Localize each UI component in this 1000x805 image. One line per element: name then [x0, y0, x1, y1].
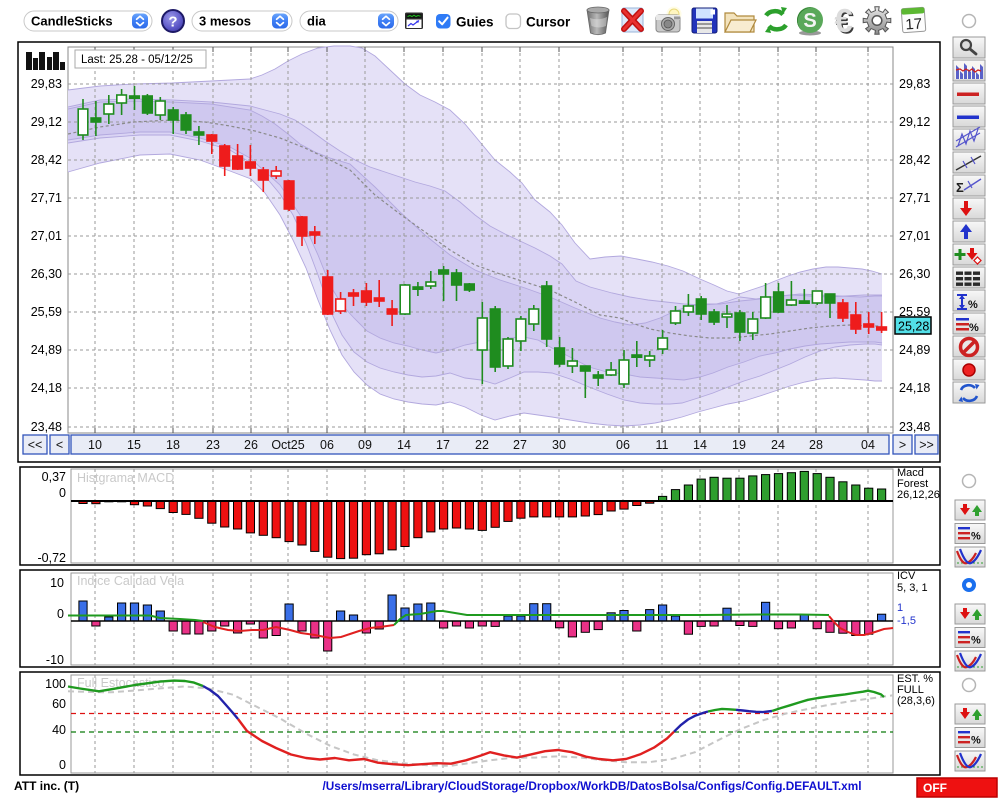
svg-text:27,71: 27,71: [899, 191, 930, 205]
svg-text:29,12: 29,12: [31, 115, 62, 129]
svg-text:28,42: 28,42: [899, 153, 930, 167]
svg-text:3 mesos: 3 mesos: [199, 14, 251, 29]
svg-text:100: 100: [45, 677, 66, 691]
svg-text:1: 1: [897, 602, 903, 614]
svg-text:23,48: 23,48: [31, 420, 62, 434]
svg-text:25,28: 25,28: [898, 320, 929, 334]
svg-text:29,83: 29,83: [899, 77, 930, 91]
svg-text:23,48: 23,48: [899, 420, 930, 434]
svg-text:(28,3,6): (28,3,6): [897, 695, 935, 707]
svg-text:10: 10: [88, 438, 102, 452]
svg-text:25,59: 25,59: [31, 305, 62, 319]
svg-text:<: <: [56, 438, 63, 452]
svg-text:Macd: Macd: [897, 467, 924, 479]
svg-text:30: 30: [552, 438, 566, 452]
svg-text:-0,72: -0,72: [38, 551, 67, 565]
svg-text:29,83: 29,83: [31, 77, 62, 91]
svg-text:dia: dia: [307, 14, 327, 29]
svg-text:25,59: 25,59: [899, 305, 930, 319]
svg-text:Guies: Guies: [456, 15, 494, 30]
svg-text:24,18: 24,18: [899, 381, 930, 395]
svg-text:CandleSticks: CandleSticks: [31, 14, 113, 29]
svg-text:Oct25: Oct25: [271, 438, 304, 452]
svg-text:0: 0: [57, 607, 64, 621]
svg-text:-10: -10: [46, 653, 64, 667]
svg-text:29,12: 29,12: [899, 115, 930, 129]
svg-text:26,30: 26,30: [31, 267, 62, 281]
svg-text:10: 10: [50, 576, 64, 590]
svg-text:OFF: OFF: [923, 781, 947, 795]
svg-text:06: 06: [320, 438, 334, 452]
svg-text:26,12,26: 26,12,26: [897, 489, 940, 501]
svg-text:Cursor: Cursor: [526, 15, 571, 30]
svg-text:Indice Calidad Vela: Indice Calidad Vela: [77, 574, 184, 588]
svg-text:5, 3, 1: 5, 3, 1: [897, 582, 928, 594]
svg-text:17: 17: [436, 438, 450, 452]
svg-text:?: ?: [168, 14, 177, 31]
svg-text:17: 17: [905, 15, 923, 33]
svg-text:26,30: 26,30: [899, 267, 930, 281]
svg-text:04: 04: [861, 438, 875, 452]
svg-text:19: 19: [732, 438, 746, 452]
svg-text:%: %: [971, 531, 981, 543]
svg-text:ATT inc. (T): ATT inc. (T): [14, 779, 79, 793]
svg-text:€: €: [836, 4, 854, 41]
svg-text:24: 24: [771, 438, 785, 452]
svg-text:28,42: 28,42: [31, 153, 62, 167]
svg-text:Forest: Forest: [897, 478, 928, 490]
svg-text:14: 14: [693, 438, 707, 452]
svg-text:27,01: 27,01: [31, 229, 62, 243]
svg-text:27,01: 27,01: [899, 229, 930, 243]
svg-text:%: %: [971, 735, 981, 747]
svg-text:26: 26: [244, 438, 258, 452]
svg-text:27,71: 27,71: [31, 191, 62, 205]
svg-text:FULL: FULL: [897, 684, 924, 696]
svg-text:27: 27: [513, 438, 527, 452]
svg-text:0: 0: [59, 486, 66, 500]
svg-text:06: 06: [616, 438, 630, 452]
svg-text:Histgrama MACD: Histgrama MACD: [77, 471, 174, 485]
svg-text:24,89: 24,89: [899, 343, 930, 357]
svg-text:14: 14: [397, 438, 411, 452]
svg-text:11: 11: [656, 438, 669, 452]
svg-text:%: %: [969, 322, 979, 334]
svg-text:09: 09: [358, 438, 372, 452]
svg-text:28: 28: [809, 438, 823, 452]
svg-text:24,18: 24,18: [31, 381, 62, 395]
svg-text:23: 23: [206, 438, 220, 452]
svg-text:18: 18: [166, 438, 180, 452]
svg-text:<<: <<: [28, 438, 43, 452]
svg-text:S: S: [803, 10, 816, 32]
svg-text:€: €: [834, 2, 852, 39]
svg-text:Last: 25.28 - 05/12/25: Last: 25.28 - 05/12/25: [81, 54, 193, 66]
svg-text:22: 22: [475, 438, 489, 452]
svg-text:%: %: [971, 635, 981, 647]
svg-text:/Users/mserra/Library/CloudSto: /Users/mserra/Library/CloudStorage/Dropb…: [322, 779, 861, 793]
svg-text:-1,5: -1,5: [897, 615, 916, 627]
svg-text:40: 40: [52, 723, 66, 737]
svg-text:Full Estocastico: Full Estocastico: [77, 676, 165, 690]
svg-text:Σ: Σ: [956, 180, 964, 195]
svg-text:24,89: 24,89: [31, 343, 62, 357]
svg-text:>: >: [899, 438, 906, 452]
svg-text:15: 15: [127, 438, 141, 452]
svg-text:ICV: ICV: [897, 570, 916, 582]
svg-text:>>: >>: [919, 438, 934, 452]
svg-text:%: %: [968, 299, 978, 311]
svg-text:0,37: 0,37: [42, 470, 66, 484]
svg-text:60: 60: [52, 697, 66, 711]
svg-text:EST. %: EST. %: [897, 673, 933, 685]
svg-text:0: 0: [59, 758, 66, 772]
